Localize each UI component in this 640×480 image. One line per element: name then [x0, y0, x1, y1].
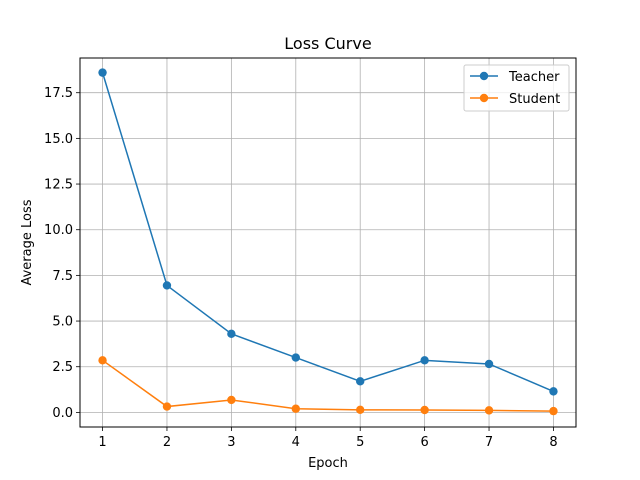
teacher-point — [549, 387, 558, 396]
teacher-point — [162, 281, 172, 290]
x-tick-label: 8 — [549, 435, 557, 450]
legend: Teacher Student — [463, 64, 570, 112]
x-tick-label: 6 — [420, 435, 428, 450]
x-axis-title: Epoch — [308, 456, 348, 471]
teacher-point — [420, 356, 429, 365]
teacher-legend-label: Teacher — [508, 70, 560, 85]
student-point — [420, 405, 429, 415]
grid — [80, 58, 576, 427]
x-tick-label: 4 — [292, 435, 300, 450]
student-point — [356, 405, 365, 415]
x-tick-label: 7 — [485, 435, 493, 450]
x-tick-label: 5 — [356, 435, 364, 450]
student-point — [484, 406, 494, 415]
student-point — [98, 356, 107, 365]
y-tick-label: 7.5 — [52, 269, 73, 284]
y-tick-label: 17.5 — [44, 86, 73, 101]
student-point — [291, 404, 300, 413]
x-axis: 1 2 3 4 5 6 7 8 — [98, 427, 558, 450]
y-tick-label: 12.5 — [44, 178, 73, 193]
y-tick-label: 0.0 — [52, 406, 73, 421]
student-series-line — [102, 359, 554, 412]
student-legend-marker — [479, 93, 489, 103]
y-tick-label: 10.0 — [44, 223, 73, 238]
x-tick-label: 2 — [163, 435, 171, 450]
y-tick-label: 5.0 — [52, 315, 73, 330]
teacher-point — [291, 353, 300, 362]
chart-title: Loss Curve — [284, 34, 371, 53]
series-layer — [98, 68, 558, 416]
teacher-point — [356, 377, 365, 386]
y-axis-title: Average Loss — [20, 199, 35, 285]
plot-frame — [79, 57, 577, 428]
student-point — [549, 406, 558, 416]
teacher-point — [98, 68, 107, 77]
teacher-point — [227, 329, 236, 339]
y-axis: 0.0 2.5 5.0 7.5 10.0 12.5 15.0 17.5 — [44, 86, 80, 421]
y-tick-label: 15.0 — [44, 132, 73, 147]
student-point — [227, 395, 236, 405]
x-tick-label: 3 — [227, 435, 235, 450]
student-point — [162, 402, 172, 411]
y-tick-label: 2.5 — [52, 360, 73, 375]
teacher-legend-marker — [479, 71, 489, 81]
student-legend-label: Student — [509, 92, 560, 107]
x-tick-label: 1 — [98, 435, 106, 450]
teacher-point — [484, 359, 494, 369]
teacher-series-line — [101, 72, 554, 393]
